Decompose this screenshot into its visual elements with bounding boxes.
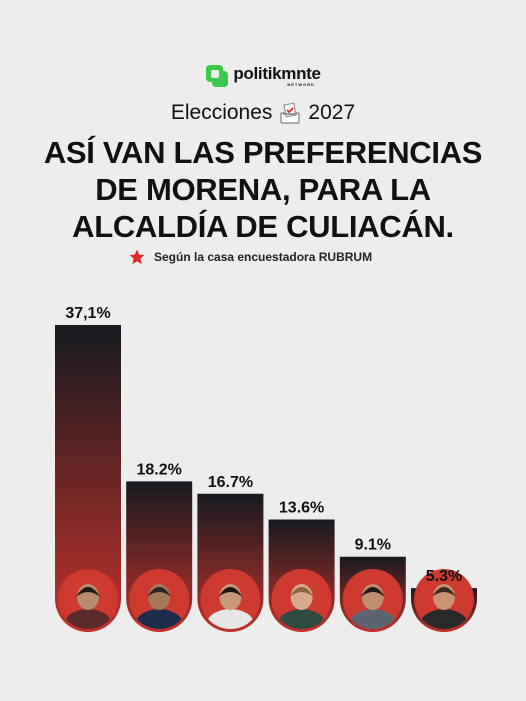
source-note: Según la casa encuestadora RUBRUM <box>128 248 372 266</box>
candidate-portrait-icon <box>342 569 403 629</box>
event-heading: Elecciones 2027 <box>0 101 526 125</box>
candidate-portrait-icon <box>200 569 261 629</box>
brand-subtitle: NETWORK <box>287 82 315 87</box>
brand-name: politikmnte <box>233 64 321 83</box>
candidate-portrait-icon <box>58 569 118 629</box>
bar-value-label: 16.7% <box>208 474 253 491</box>
star-icon <box>129 249 145 265</box>
source-text: Según la casa encuestadora RUBRUM <box>154 250 373 264</box>
bar-value-label: 13.6% <box>279 499 324 516</box>
page-title: ASÍ VAN LAS PREFERENCIAS DE MORENA, PARA… <box>0 134 526 245</box>
bar-value-label: 18.2% <box>137 461 182 478</box>
bar-value-label: 9.1% <box>355 537 391 554</box>
event-label: Elecciones <box>170 101 273 124</box>
candidate-portrait-icon <box>129 569 190 629</box>
title-line: DE MORENA, PARA LA <box>95 172 431 207</box>
candidate-portrait-icon <box>271 569 332 629</box>
candidate-portrait-icon <box>414 569 474 629</box>
event-year: 2027 <box>308 101 356 124</box>
ballot-box-icon <box>280 102 300 124</box>
bar-value-label: 5.3% <box>426 568 462 585</box>
politikmnte-logo-icon <box>206 65 229 87</box>
title-line: ASÍ VAN LAS PREFERENCIAS <box>43 135 483 170</box>
bar <box>55 325 121 632</box>
title-line: ALCALDÍA DE CULIACÁN. <box>72 209 454 244</box>
bar-value-label: 37,1% <box>65 305 110 322</box>
brand-header: politikmnte NETWORK <box>0 64 526 93</box>
